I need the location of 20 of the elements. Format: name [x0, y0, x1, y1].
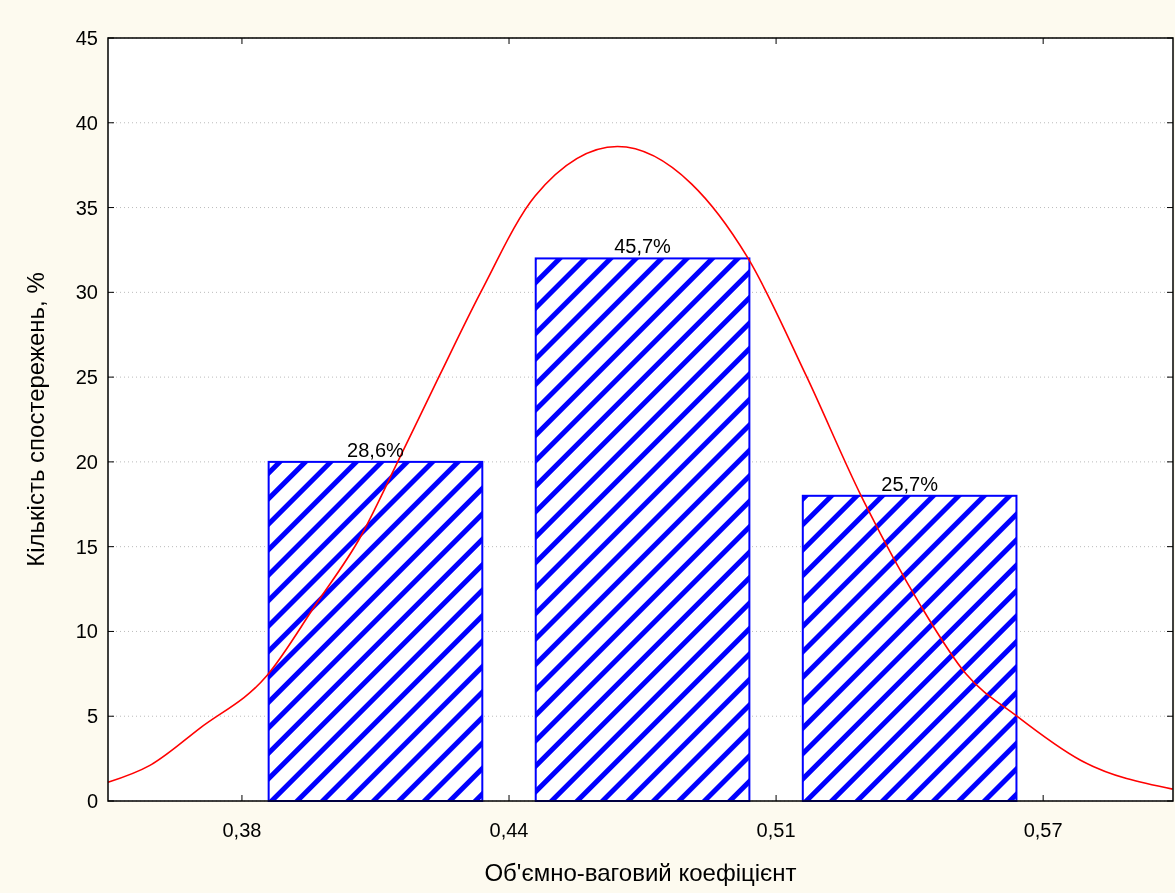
x-tick-label: 0,44	[489, 819, 529, 841]
y-tick-label: 15	[75, 535, 98, 558]
x-tick-label: 0,38	[222, 819, 262, 841]
y-tick-label: 0	[86, 790, 98, 812]
y-tick-label: 35	[75, 196, 98, 219]
annotation: 45,7%	[614, 235, 672, 258]
y-tick-label: 40	[75, 111, 98, 134]
x-tick-label: 0,57	[1023, 819, 1063, 841]
x-axis-title: Об'ємно-ваговий коефіцієнт	[484, 859, 797, 886]
y-tick-label: 5	[86, 705, 98, 728]
line-series	[107, 145, 1174, 790]
annotation: 25,7%	[881, 472, 939, 495]
y-tick-label: 30	[75, 281, 98, 304]
annotation: 28,6%	[347, 438, 405, 461]
y-tick-label: 25	[75, 366, 98, 389]
y-tick-label: 20	[75, 450, 98, 473]
y-tick-label: 10	[75, 620, 98, 643]
y-tick-label: 45	[75, 27, 98, 49]
y-axis-title: Кількість спостережень, %	[22, 272, 49, 567]
x-tick-label: 0,51	[756, 819, 796, 841]
